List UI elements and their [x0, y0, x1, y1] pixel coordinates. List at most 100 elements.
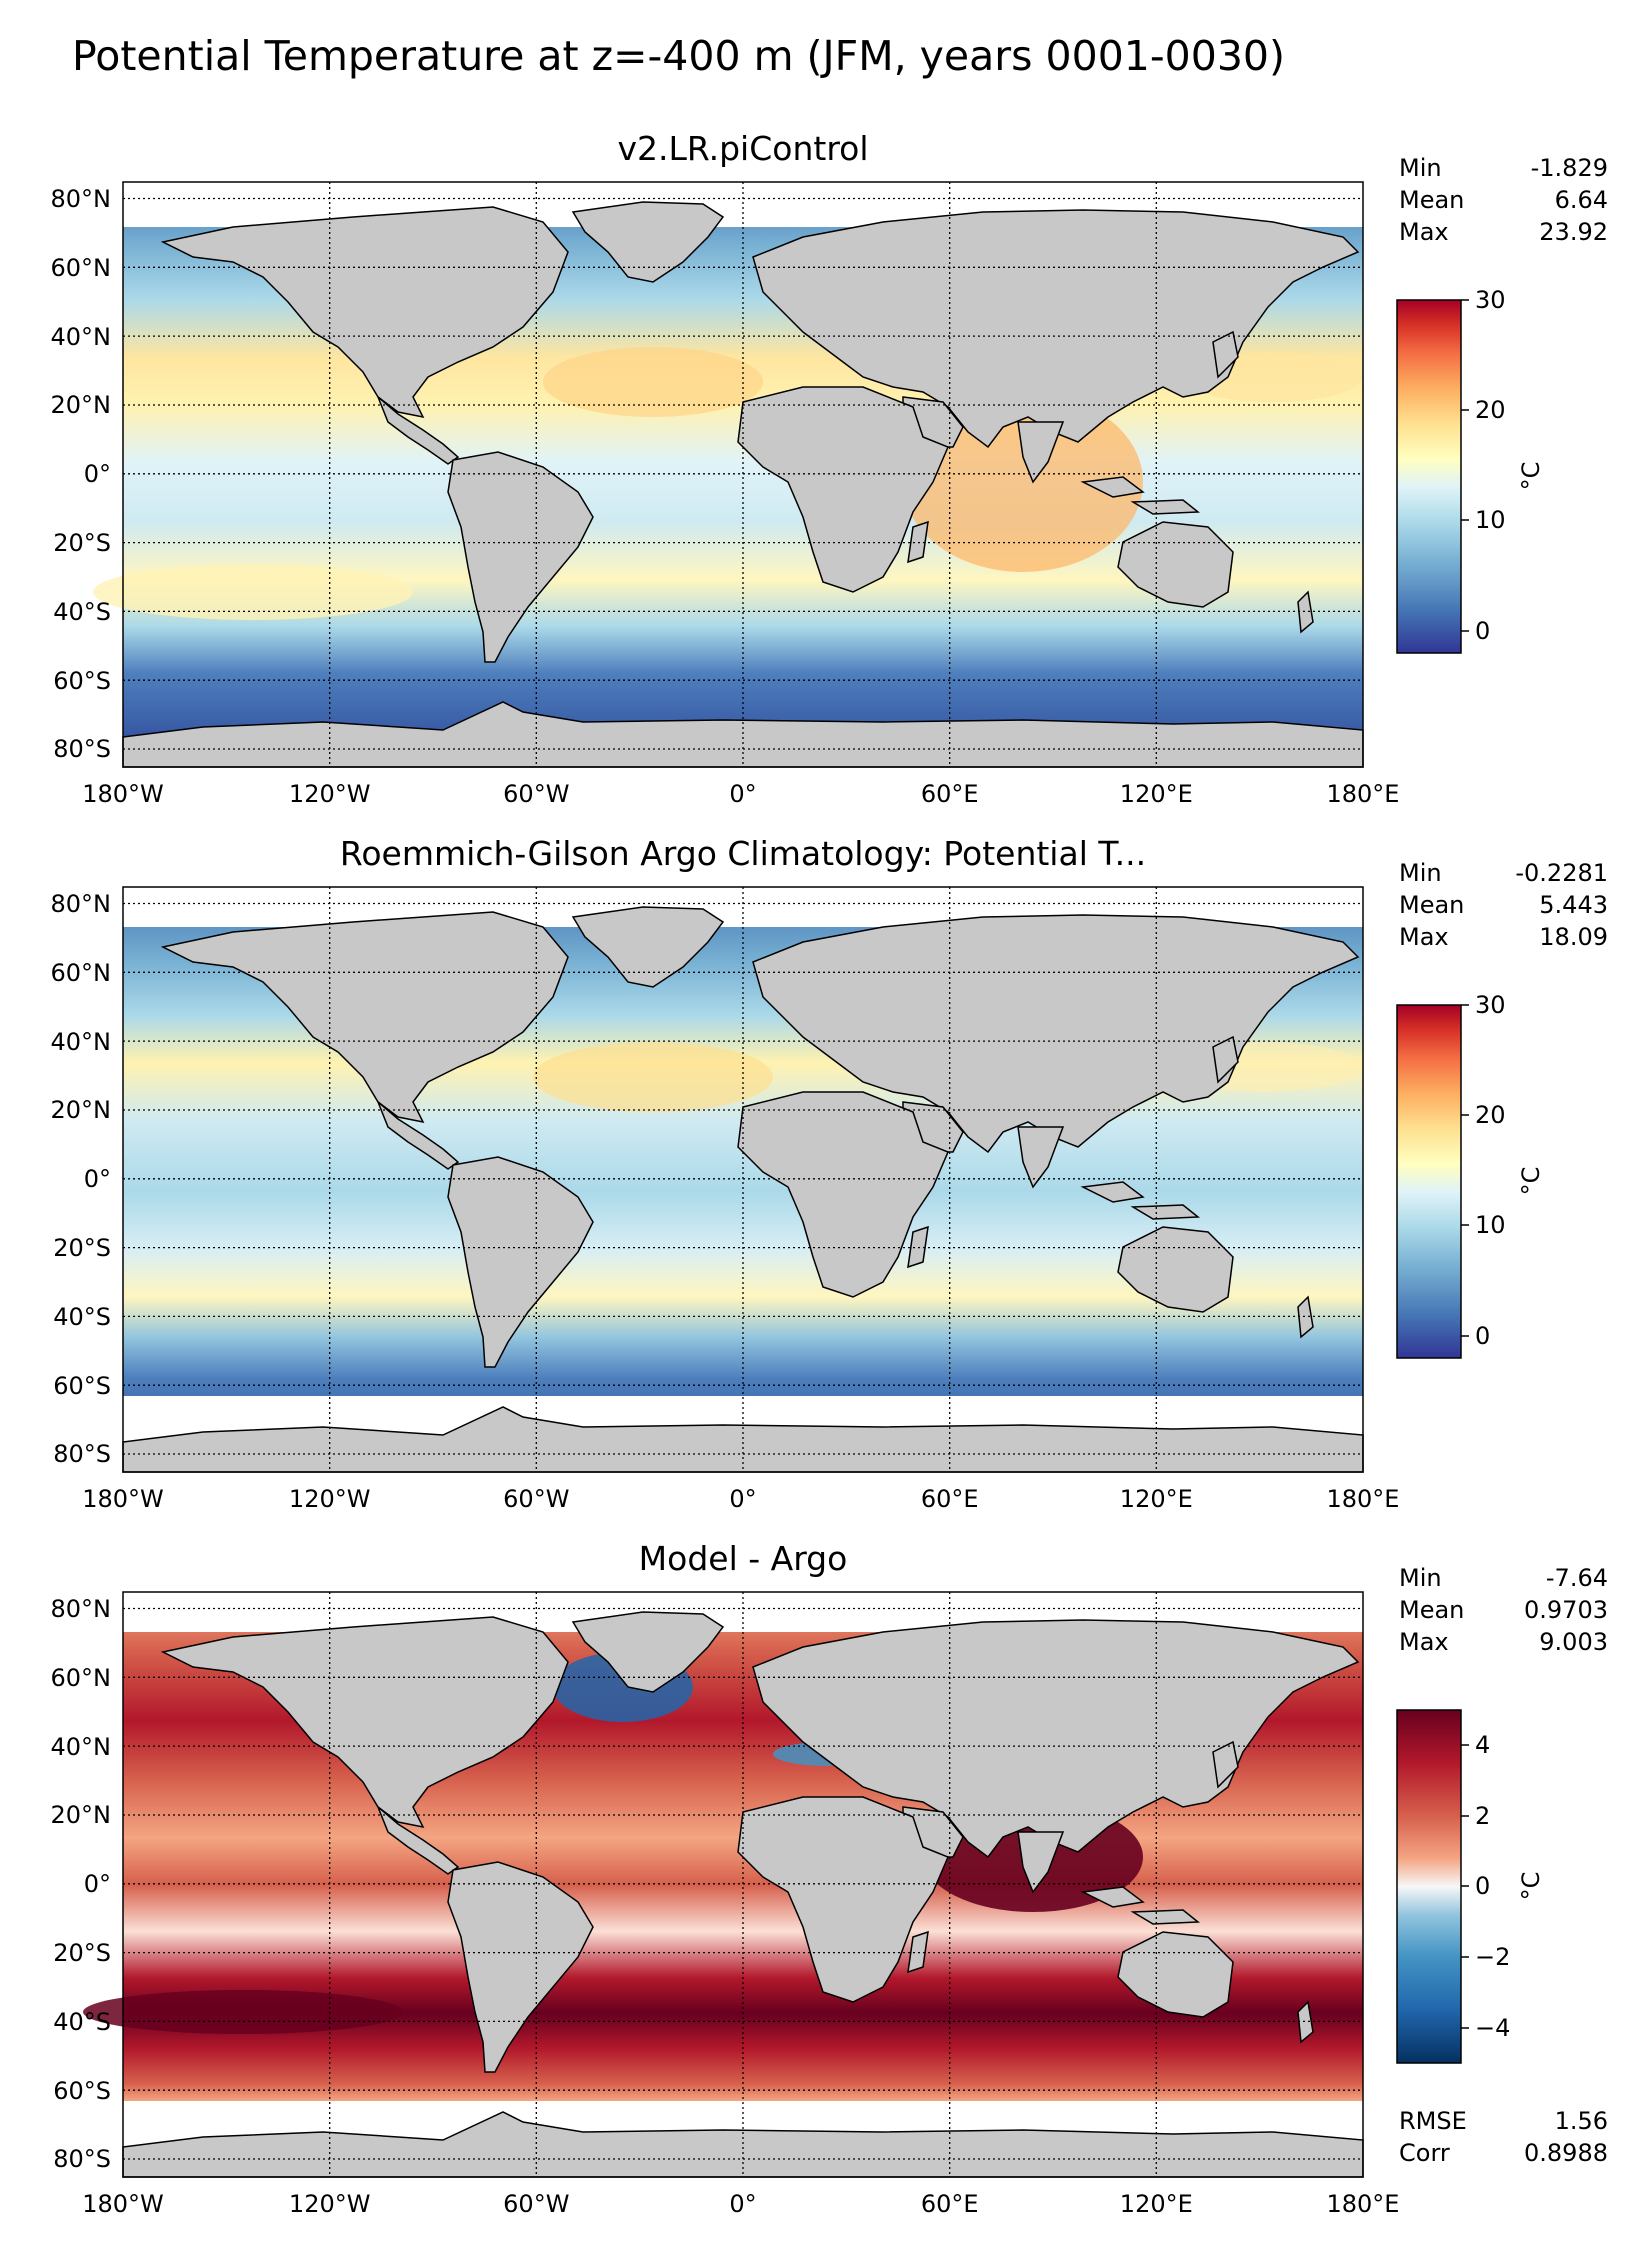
lat-tick: 60°S [53, 1372, 111, 1400]
panel-title: v2.LR.piControl [617, 129, 868, 168]
stat-value: -7.64 [1546, 1564, 1608, 1592]
stat-value: 1.56 [1555, 2107, 1608, 2135]
lon-tick: 60°E [921, 780, 979, 808]
lat-tick: 0° [84, 1870, 111, 1898]
lat-tick: 20°S [53, 529, 111, 557]
colorbar-tick: 10 [1475, 506, 1506, 534]
lon-tick: 180°W [82, 1485, 164, 1513]
colorbar-gradient [1396, 1004, 1462, 1359]
stat-value: 9.003 [1539, 1628, 1608, 1656]
lat-tick: 60°S [53, 667, 111, 695]
lon-tick: 180°W [82, 780, 164, 808]
stat-value: -1.829 [1531, 154, 1608, 182]
stat-value: 5.443 [1539, 891, 1608, 919]
lon-tick: 180°E [1327, 780, 1400, 808]
lat-tick-labels: 80°N 60°N 40°N 20°N 0° 20°S 40°S 60°S 80… [51, 890, 112, 1468]
stat-value: 18.09 [1539, 923, 1608, 951]
colorbar-unit: °C [1517, 1872, 1545, 1901]
lat-tick: 40°S [53, 2008, 111, 2036]
lat-tick: 80°S [53, 735, 111, 763]
warm-anomaly-southern-ocean [83, 1990, 403, 2034]
lon-tick: 120°E [1120, 1485, 1193, 1513]
stat-value: 0.9703 [1524, 1596, 1608, 1624]
lat-tick-labels: 80°N 60°N 40°N 20°N 0° 20°S 40°S 60°S 80… [51, 1595, 112, 2173]
lon-tick: 180°W [82, 2190, 164, 2218]
stat-label: RMSE [1399, 2107, 1467, 2135]
warm-anomaly-north-atlantic [533, 1042, 773, 1112]
lat-tick: 80°N [51, 1595, 112, 1623]
lat-tick: 40°S [53, 1303, 111, 1331]
lon-tick: 0° [729, 1485, 756, 1513]
warm-anomaly-south-pacific [93, 564, 413, 620]
lat-tick: 40°N [51, 323, 112, 351]
colorbar-tick: 30 [1475, 991, 1506, 1019]
lon-tick: 0° [729, 2190, 756, 2218]
lat-tick: 20°N [51, 1096, 112, 1124]
error-stats-box: RMSE 1.56 Corr 0.8988 [1399, 2107, 1608, 2167]
lat-tick: 60°N [51, 959, 112, 987]
colorbar-tick: −4 [1475, 2014, 1510, 2042]
lon-tick: 60°W [503, 2190, 569, 2218]
colorbar-tick: 20 [1475, 396, 1506, 424]
colorbar-tick: −2 [1475, 1943, 1510, 1971]
stat-label: Min [1399, 154, 1442, 182]
colorbar: 4 2 0 −2 −4 °C [1396, 1709, 1545, 2064]
colorbar-tick: 0 [1475, 617, 1490, 645]
panel-model: v2.LR.piControl 80°N 60°N 40°N 20°N 0° 2… [51, 129, 1609, 808]
lat-tick: 0° [84, 460, 111, 488]
lon-tick: 120°W [289, 2190, 371, 2218]
gridlines [123, 1592, 1363, 2177]
colorbar-gradient [1396, 1709, 1462, 2064]
stat-value: 23.92 [1539, 218, 1608, 246]
lon-tick: 60°E [921, 1485, 979, 1513]
lat-tick-labels: 80°N 60°N 40°N 20°N 0° 20°S 40°S 60°S 80… [51, 185, 112, 763]
lon-tick: 60°W [503, 780, 569, 808]
map-frame [122, 181, 1364, 768]
colorbar: 30 20 10 0 °C [1396, 286, 1545, 654]
lon-tick: 120°E [1120, 780, 1193, 808]
lon-tick: 60°E [921, 2190, 979, 2218]
lon-tick: 180°E [1327, 2190, 1400, 2218]
panel-difference: Model - Argo 80°N 60°N 40°N 20°N 0° 20°S… [51, 1539, 1609, 2218]
lon-tick: 120°E [1120, 2190, 1193, 2218]
lon-tick: 0° [729, 780, 756, 808]
lat-tick: 80°N [51, 185, 112, 213]
stat-label: Mean [1399, 891, 1464, 919]
lon-tick-labels: 180°W 120°W 60°W 0° 60°E 120°E 180°E [82, 1485, 1399, 1513]
colorbar-tick: 0 [1475, 1322, 1490, 1350]
lat-tick: 60°S [53, 2077, 111, 2105]
gridlines [123, 887, 1363, 1472]
stat-label: Max [1399, 1628, 1449, 1656]
lon-tick: 120°W [289, 780, 371, 808]
gridlines [123, 182, 1363, 767]
lat-tick: 40°N [51, 1733, 112, 1761]
panel-argo: Roemmich-Gilson Argo Climatology: Potent… [51, 834, 1609, 1513]
stat-value: -0.2281 [1515, 859, 1608, 887]
stats-box: Min -0.2281 Mean 5.443 Max 18.09 [1399, 859, 1608, 951]
stat-value: 0.8988 [1524, 2139, 1608, 2167]
stat-label: Max [1399, 218, 1449, 246]
stat-label: Max [1399, 923, 1449, 951]
lat-tick: 40°N [51, 1028, 112, 1056]
map-frame [122, 886, 1364, 1473]
lat-tick: 0° [84, 1165, 111, 1193]
lon-tick: 60°W [503, 1485, 569, 1513]
lat-tick: 60°N [51, 1664, 112, 1692]
stat-value: 6.64 [1555, 186, 1608, 214]
stat-label: Min [1399, 1564, 1442, 1592]
colorbar-tick: 10 [1475, 1211, 1506, 1239]
panel-title: Model - Argo [639, 1539, 848, 1578]
lon-tick: 180°E [1327, 1485, 1400, 1513]
colorbar-unit: °C [1517, 1167, 1545, 1196]
lat-tick: 20°N [51, 391, 112, 419]
stat-label: Min [1399, 859, 1442, 887]
panel-title: Roemmich-Gilson Argo Climatology: Potent… [340, 834, 1146, 873]
figure-title: Potential Temperature at z=-400 m (JFM, … [72, 32, 1285, 80]
colorbar-tick: 2 [1475, 1802, 1490, 1830]
colorbar-tick: 30 [1475, 286, 1506, 314]
lat-tick: 80°S [53, 1440, 111, 1468]
lat-tick: 80°N [51, 890, 112, 918]
lat-tick: 40°S [53, 598, 111, 626]
stat-label: Mean [1399, 186, 1464, 214]
